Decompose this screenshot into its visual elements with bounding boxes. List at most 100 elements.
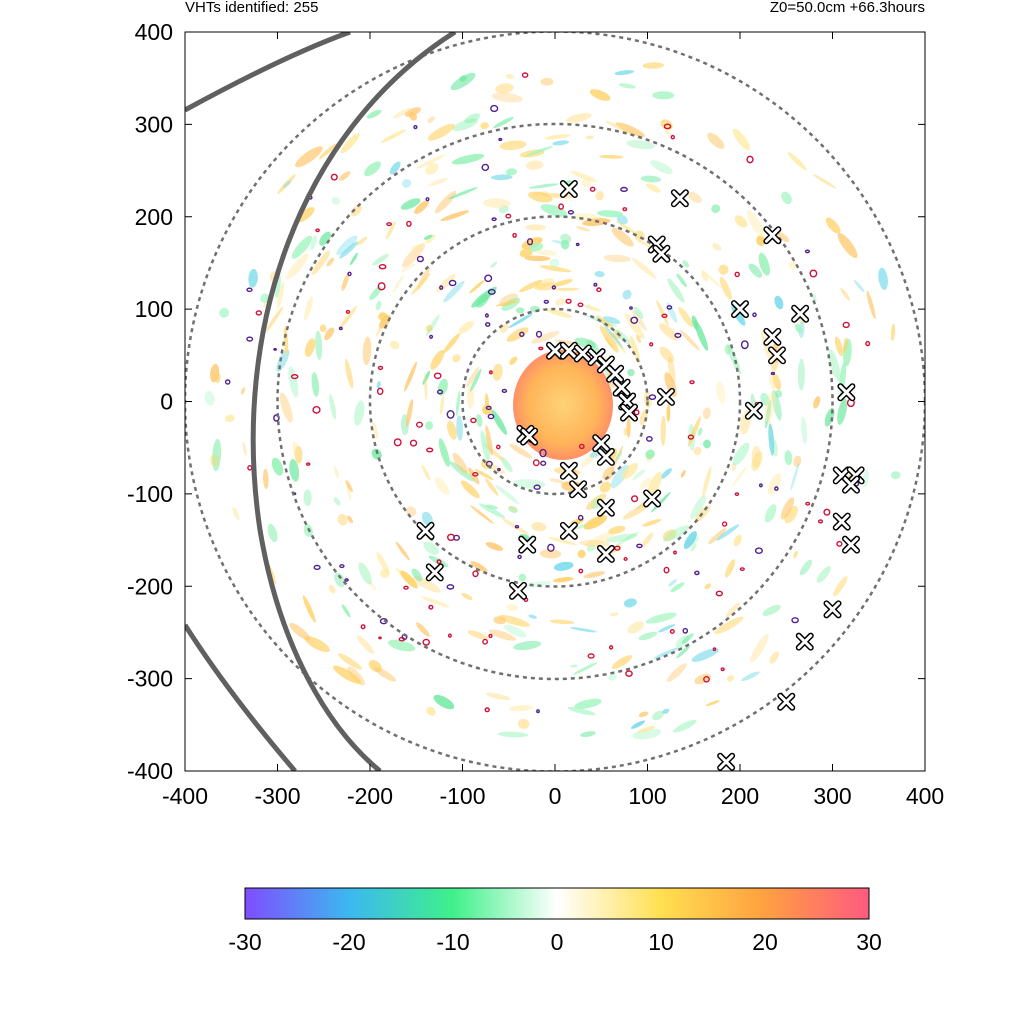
storm-core: [513, 350, 613, 460]
warm-anomaly: [452, 452, 468, 474]
vht-marker: [795, 632, 814, 651]
contour-loop: [663, 123, 672, 130]
cool-anomaly: [594, 270, 605, 278]
warm-anomaly: [265, 306, 284, 333]
warm-anomaly: [596, 315, 614, 330]
contour-loop: [436, 389, 444, 395]
cool-anomaly: [653, 647, 679, 659]
cool-anomaly: [650, 160, 673, 174]
cool-anomaly: [260, 293, 270, 303]
contour-loop: [315, 228, 320, 233]
contour-loop: [720, 667, 725, 672]
warm-anomaly: [549, 619, 575, 625]
warm-anomaly: [636, 334, 641, 344]
y-tick-label: 200: [135, 204, 173, 230]
cool-anomaly: [366, 109, 382, 119]
vht-marker: [731, 300, 749, 319]
cool-anomaly: [716, 524, 740, 541]
warm-anomaly: [662, 529, 677, 541]
cool-anomaly: [586, 544, 596, 552]
cool-anomaly: [508, 505, 518, 513]
contour-loop: [498, 137, 503, 142]
warm-anomaly: [402, 243, 426, 268]
warm-anomaly: [485, 425, 493, 456]
cool-anomaly: [727, 344, 741, 375]
contour-loop: [224, 379, 231, 385]
cool-anomaly: [626, 140, 655, 150]
cool-anomaly: [267, 523, 278, 543]
contour-loop: [593, 282, 598, 287]
colorbar-tick-label: 20: [752, 929, 778, 955]
vht-marker: [569, 480, 588, 499]
range-rings: [185, 32, 925, 771]
warm-anomaly: [553, 577, 574, 583]
warm-anomaly: [641, 532, 654, 548]
warm-anomaly: [339, 171, 351, 181]
warm-anomaly: [659, 323, 679, 341]
contour-loop: [623, 557, 628, 562]
cool-anomaly: [748, 263, 763, 278]
cool-anomaly: [774, 295, 784, 310]
vht-marker: [606, 364, 625, 383]
warm-anomaly: [225, 414, 235, 423]
cool-anomaly: [603, 316, 621, 324]
contour-loop: [433, 372, 442, 380]
contour-loop: [436, 559, 442, 565]
warm-anomaly: [609, 612, 619, 617]
warm-anomaly: [599, 325, 619, 353]
warm-anomaly: [615, 122, 645, 138]
contour-loop: [734, 492, 740, 496]
contour-loop: [663, 566, 670, 574]
warm-anomaly: [414, 200, 429, 214]
cool-anomaly: [490, 261, 498, 268]
cool-anomaly: [650, 491, 671, 513]
warm-anomaly: [837, 232, 858, 259]
y-tick-label: 400: [135, 19, 173, 45]
contour-loop: [865, 340, 871, 347]
contour-loop: [448, 279, 457, 287]
contour-loop: [533, 484, 541, 490]
cool-anomaly: [513, 640, 542, 651]
cool-anomaly: [303, 489, 312, 507]
vht-marker: [612, 378, 631, 397]
cool-anomaly: [890, 471, 901, 480]
vht-marker: [559, 521, 578, 540]
vht-marker: [837, 383, 856, 402]
contour-loop: [403, 585, 409, 590]
warm-anomaly: [346, 515, 354, 524]
warm-anomaly: [304, 636, 330, 653]
warm-anomaly: [549, 478, 564, 483]
warm-anomaly: [442, 333, 461, 354]
contour-loop: [428, 604, 434, 610]
warm-anomaly: [833, 575, 848, 597]
contour-loop: [577, 302, 584, 308]
warm-anomaly: [531, 522, 547, 532]
contour-loop: [629, 306, 633, 310]
warm-anomaly: [660, 415, 666, 446]
contour-loop: [313, 564, 321, 570]
contour-loop: [330, 173, 338, 181]
warm-anomaly: [767, 473, 782, 495]
warm-anomaly: [545, 308, 573, 318]
cool-anomaly: [248, 268, 258, 288]
warm-anomaly: [554, 298, 567, 306]
warm-anomaly: [834, 336, 844, 357]
contour-loop: [630, 316, 639, 324]
warm-anomaly: [279, 392, 293, 423]
warm-anomaly: [416, 622, 430, 637]
cool-anomaly: [812, 293, 817, 303]
cool-anomaly: [443, 280, 465, 303]
warm-anomaly: [664, 130, 672, 136]
contour-loop: [661, 313, 668, 318]
cool-anomaly: [452, 118, 478, 132]
warm-anomaly: [772, 373, 782, 390]
warm-anomaly: [420, 596, 450, 608]
cool-anomaly: [438, 438, 450, 467]
warm-anomaly: [427, 116, 435, 124]
cool-anomaly: [428, 555, 449, 568]
cool-anomaly: [437, 378, 448, 396]
contour-loop: [804, 249, 810, 254]
warm-anomaly: [595, 191, 604, 201]
contour-loop: [426, 447, 434, 453]
cool-anomaly: [615, 450, 623, 462]
